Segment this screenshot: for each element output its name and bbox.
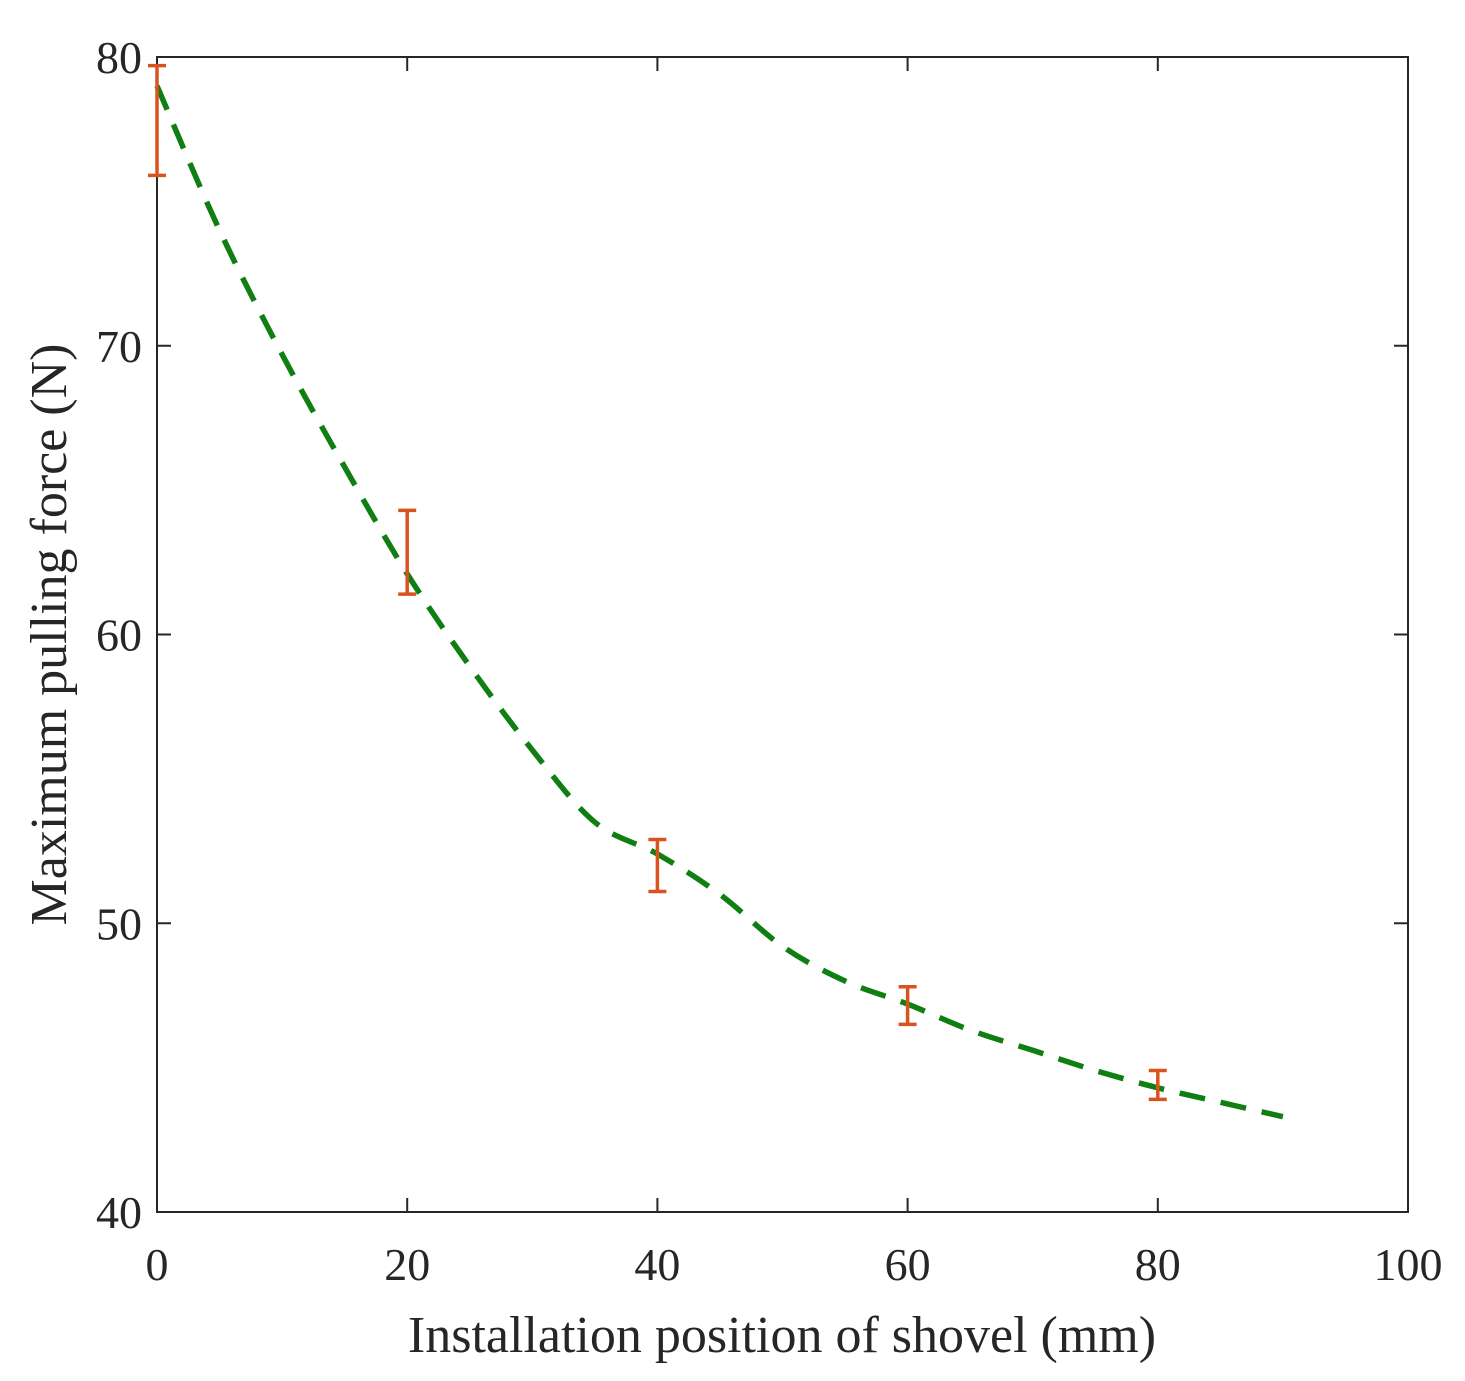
x-tick-label: 60: [885, 1239, 931, 1290]
plot-area: [156, 56, 1409, 1213]
fit-curve-line: [154, 84, 1284, 1120]
y-tick-label: 40: [96, 1187, 142, 1238]
error-bar: [1148, 1068, 1167, 1102]
axis-ticks: [156, 56, 1409, 1213]
y-axis-title: Maximum pulling force (N): [21, 344, 78, 926]
x-axis-title: Installation position of shovel (mm): [408, 1307, 1156, 1364]
y-tick-label: 60: [96, 610, 142, 661]
y-tick-label: 80: [96, 32, 142, 83]
x-tick-label: 80: [1135, 1239, 1181, 1290]
error-bar: [648, 837, 667, 894]
y-tick-label: 50: [96, 898, 142, 949]
y-tick-label: 70: [96, 321, 142, 372]
error-bar: [898, 985, 917, 1027]
fit-layer: [154, 84, 1284, 1120]
x-tick-label: 20: [384, 1239, 430, 1290]
x-tick-label: 100: [1374, 1239, 1443, 1290]
errorbar-layer: [148, 63, 1167, 1102]
x-tick-label: 0: [146, 1239, 169, 1290]
axes-frame: [156, 56, 1409, 1213]
error-bar: [398, 508, 417, 596]
axis-tick-labels: 0 20 40 60 80 100 40 50 60 70 80: [96, 32, 1443, 1290]
x-tick-label: 40: [634, 1239, 680, 1290]
error-bar: [148, 63, 166, 178]
